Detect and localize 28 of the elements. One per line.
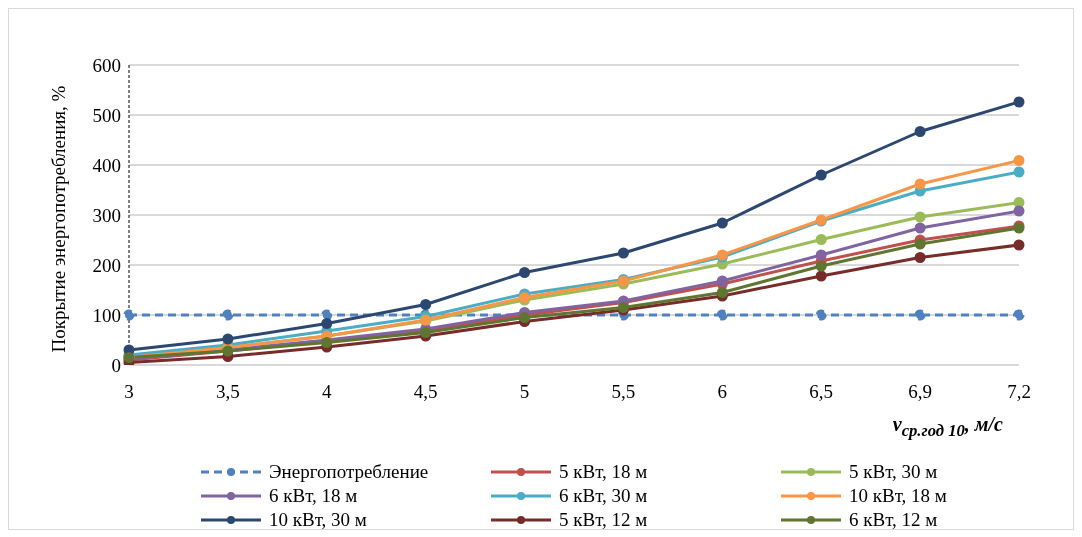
- x-tick-label: 3,5: [216, 381, 240, 403]
- legend-label: 5 кВт, 18 м: [559, 461, 648, 483]
- x-tick-label: 4: [322, 381, 333, 403]
- legend-label: 6 кВт, 18 м: [269, 485, 358, 507]
- x-tick-label: 5,5: [611, 381, 636, 403]
- y-tick-label: 600: [92, 54, 121, 76]
- x-tick-label: 6,9: [908, 381, 932, 403]
- y-tick-label: 300: [92, 204, 121, 226]
- x-tick-label: 7,2: [1007, 381, 1031, 403]
- y-tick-label: 200: [92, 254, 121, 276]
- x-tick-label: 3: [124, 381, 134, 403]
- x-axis-title: v$_{ср.год 10}$, м/с: [892, 413, 1003, 440]
- legend-label: 10 кВт, 18 м: [849, 485, 947, 507]
- legend-label: 5 кВт, 30 м: [849, 461, 938, 483]
- y-tick-label: 500: [92, 104, 121, 126]
- y-tick-label: 400: [92, 154, 121, 176]
- x-tick-label: 5: [519, 381, 530, 403]
- x-tick-label: 4,5: [413, 381, 438, 403]
- legend-label: 6 кВт, 12 м: [849, 509, 938, 531]
- legend-label: 6 кВт, 30 м: [559, 485, 648, 507]
- legend-label: Энергопотребление: [269, 461, 429, 483]
- y-tick-label: 0: [111, 354, 121, 376]
- y-axis-title: Покрытие энергопотребления, %: [48, 85, 70, 353]
- y-tick-label: 100: [92, 304, 121, 326]
- x-tick-label: 6: [717, 381, 728, 403]
- legend-label: 5 кВт, 12 м: [559, 509, 648, 531]
- x-tick-label: 6,5: [809, 381, 834, 403]
- legend-label: 10 кВт, 30 м: [269, 509, 367, 531]
